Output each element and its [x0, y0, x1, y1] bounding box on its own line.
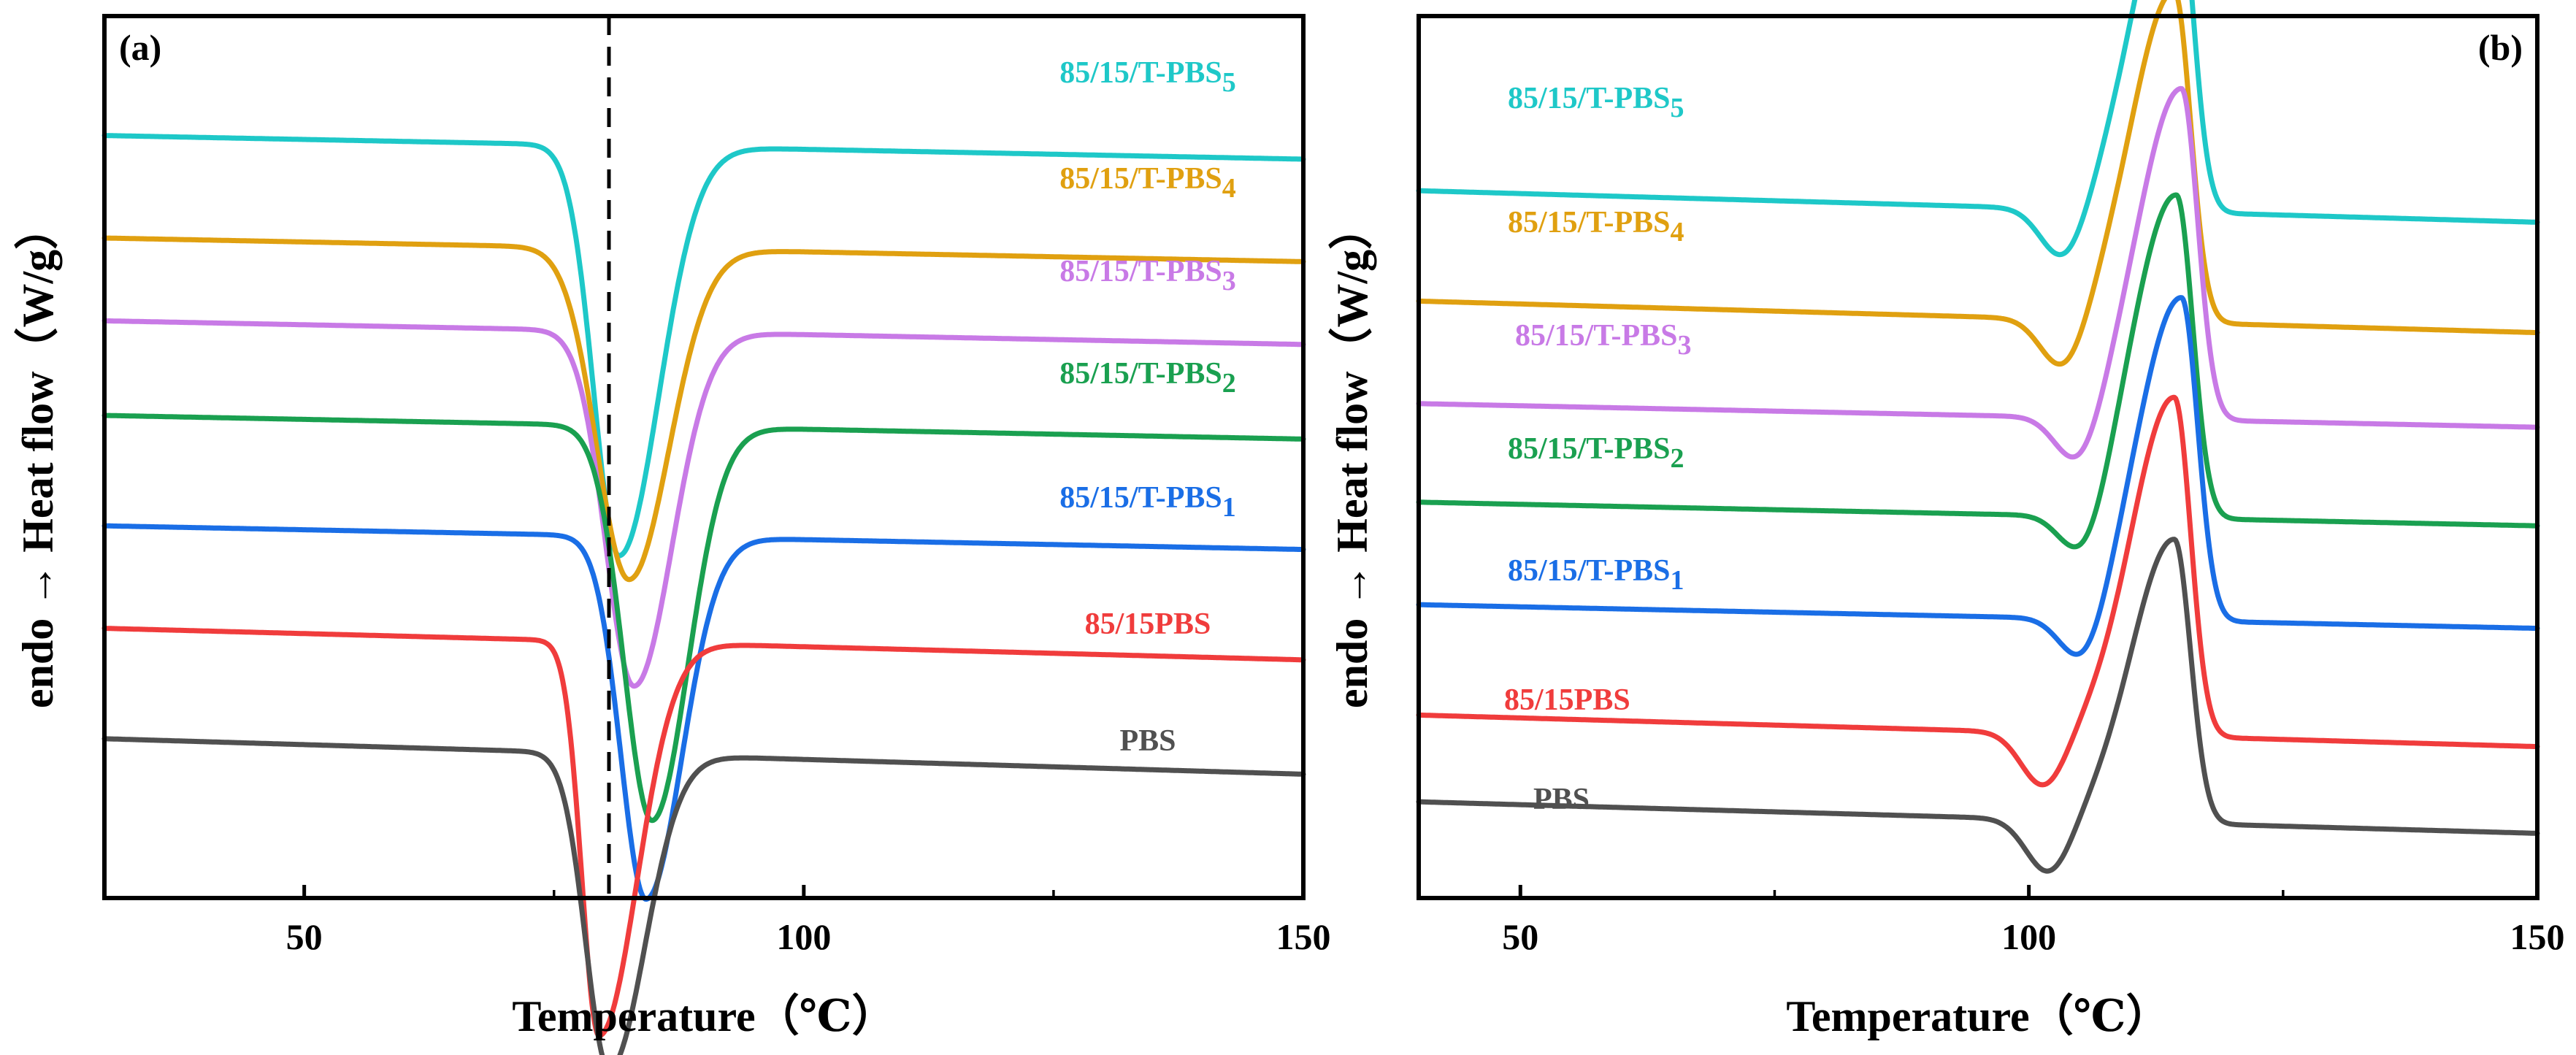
panel-b-x-axis-label: Temperature（℃）: [1786, 991, 2169, 1040]
panel-b-curve-5: [1416, 295, 2540, 657]
panel-a-series-label: 85/15/T-PBS4: [1059, 162, 1236, 204]
panel-b-y-axis-label: endo → Heat flow（W/g）: [1327, 206, 1376, 708]
panel-b-series-label: 85/15/T-PBS4: [1508, 206, 1684, 248]
panel-b-series-label: 85/15/T-PBS1: [1508, 554, 1684, 596]
panel-b-tick-label: 150: [2510, 916, 2565, 957]
panel-b-curve-6: [1416, 394, 2540, 788]
panel-a-curve-6: [101, 626, 1306, 1038]
panel-a-tick-label: 100: [776, 916, 831, 957]
panel-a-series-labels: 85/15/T-PBS5 85/15/T-PBS4 85/15/T-PBS3 85/1…: [1059, 56, 1236, 758]
panel-a-curve-3: [101, 318, 1306, 689]
panel-a-series-label: 85/15PBS: [1085, 607, 1211, 641]
panel-a-series-label: 85/15/T-PBS5: [1059, 56, 1236, 98]
panel-a-curve-7: [101, 736, 1306, 1055]
panel-a-tick-label: 50: [286, 916, 323, 957]
panel-a-series-label: 85/15/T-PBS2: [1059, 357, 1236, 399]
panel-b-x-ticks: 50 100 150: [1502, 885, 2565, 957]
panel-a-curve-4: [101, 413, 1306, 824]
panel-a-tag: (a): [119, 27, 161, 68]
panel-a-series-label: PBS: [1119, 724, 1176, 758]
panel-b-curve-2: [1416, 0, 2540, 367]
panel-a: 85/15/T-PBS5 85/15/T-PBS4 85/15/T-PBS3 85/1…: [13, 14, 1331, 1055]
panel-b-curve-7: [1416, 537, 2540, 874]
panel-a-tick-label: 150: [1276, 916, 1331, 957]
panel-b-curve-3: [1416, 85, 2540, 460]
panel-b-curve-4: [1416, 192, 2540, 550]
panel-b-frame: [1417, 14, 2539, 900]
panel-a-frame: [102, 14, 1306, 900]
panel-b-series-label: 85/15/T-PBS3: [1515, 319, 1692, 361]
panel-b-curves: [1416, 0, 2540, 874]
panel-b-curve-1: [1416, 0, 2540, 258]
panel-b-series-label: 85/15/T-PBS5: [1508, 82, 1684, 123]
panel-a-series-label: 85/15/T-PBS1: [1059, 481, 1236, 523]
panel-a-curve-1: [101, 133, 1306, 559]
panel-b-series-label: PBS: [1533, 783, 1590, 816]
panel-a-x-axis-label: Temperature（℃）: [512, 991, 895, 1040]
panel-b-series-label: 85/15PBS: [1504, 683, 1630, 717]
panel-b-tag: (b): [2478, 27, 2523, 68]
panel-a-curve-5: [101, 523, 1306, 902]
panel-a-curve-2: [101, 235, 1306, 583]
panel-b-tick-label: 50: [1502, 916, 1538, 957]
panel-b-series-label: 85/15/T-PBS2: [1508, 432, 1684, 474]
panel-b: 85/15/T-PBS5 85/15/T-PBS4 85/15/T-PBS3 85/1…: [1327, 0, 2565, 1040]
panel-a-curves: [101, 133, 1306, 1055]
panel-a-series-label: 85/15/T-PBS3: [1059, 255, 1236, 296]
panel-a-x-ticks: 50 100 150: [286, 885, 1331, 957]
panel-b-tick-label: 100: [2001, 916, 2056, 957]
panel-a-y-axis-label: endo → Heat flow（W/g）: [13, 206, 62, 708]
panel-b-series-labels: 85/15/T-PBS5 85/15/T-PBS4 85/15/T-PBS3 85/1…: [1504, 82, 1692, 816]
